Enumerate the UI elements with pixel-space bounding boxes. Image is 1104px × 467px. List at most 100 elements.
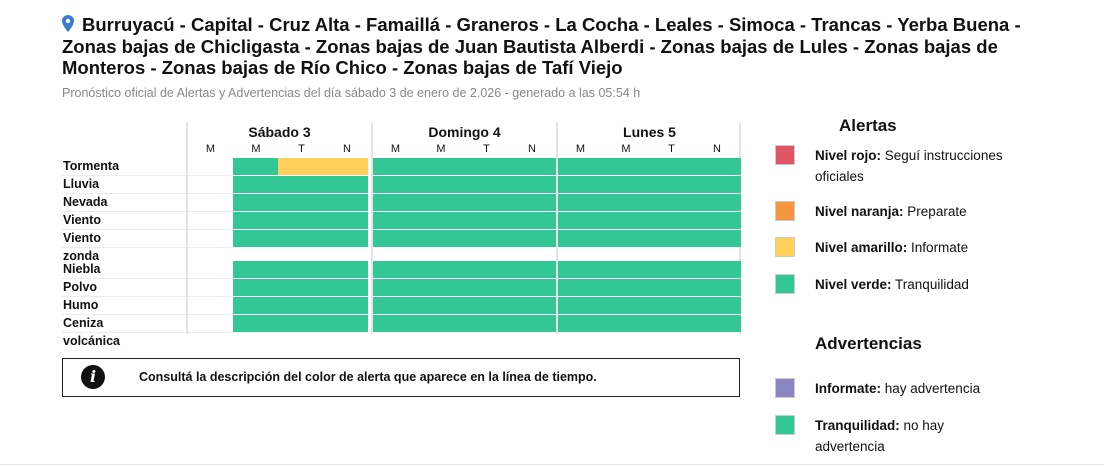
row-divider [62,211,186,212]
timeline-cell-verde [558,158,604,175]
time-slot-label: N [528,143,536,155]
timeline-cell-verde [509,261,556,278]
row-divider [188,193,233,194]
legend-description: no hay advertencia [815,418,945,454]
timeline-cell-verde [233,230,278,247]
legend-description: Preparate [903,204,967,219]
timeline-cell-verde [464,297,510,314]
info-box: i Consultá la descripción del color de a… [62,358,740,397]
timeline-cell-verde [373,230,419,247]
legend-level: Nivel verde: [815,277,892,292]
legend-text: Nivel rojo: Seguí instrucciones oficiale… [815,145,1005,187]
color-swatch [775,378,795,398]
timeline-cell-verde [603,279,650,296]
info-text: Consultá la descripción del color de ale… [139,370,597,384]
timeline-cell-verde [278,230,323,247]
timeline-cell-verde [558,176,604,193]
timeline-cell-verde [649,279,695,296]
timeline-cell-verde [464,261,510,278]
row-divider [188,332,233,333]
legend-text: Nivel verde: Tranquilidad [815,274,1005,295]
timeline-cell-verde [278,297,323,314]
row-divider [188,296,233,297]
day-separator [371,122,373,334]
timeline-cell-verde [603,230,650,247]
time-slot-label: T [483,143,490,155]
zones-title: Burruyacú - Capital - Cruz Alta - Famail… [62,14,1021,78]
row-divider [62,193,186,194]
timeline-cell-verde [373,158,419,175]
legend-description: Informate [907,240,969,255]
timeline-cell-verde [603,194,650,211]
timeline-cell-verde [558,297,604,314]
timeline-cell-verde [418,158,465,175]
timeline-cell-verde [558,194,604,211]
legend-level: Nivel amarillo: [815,240,908,255]
timeline-cell-verde [418,297,465,314]
legend-text: Nivel amarillo: Informate [815,237,1005,258]
timeline-cell-verde [694,230,741,247]
legend-warnings-title: Advertencias [815,334,922,353]
time-slot-label: M [390,143,401,155]
time-slot-label: M [251,143,261,155]
row-label: Humo [63,298,99,312]
timeline-cell-verde [509,297,556,314]
page-title: Burruyacú - Capital - Cruz Alta - Famail… [62,14,1072,78]
timeline-cell-verde [603,297,650,314]
row-divider [188,314,233,315]
timeline-cell-verde [509,158,556,175]
row-divider [62,247,186,248]
time-slot-label: M [575,143,586,155]
color-swatch [775,145,795,165]
timeline-cell-verde [373,261,419,278]
legend-level: Nivel rojo: [815,148,882,163]
time-slot-label: M [436,143,446,155]
legend-text: Nivel naranja: Preparate [815,201,1005,222]
timeline-cell-verde [323,315,368,332]
timeline-cell-verde [464,230,510,247]
timeline-cell-verde [278,194,323,211]
timeline-cell-verde [323,297,368,314]
timeline-cell-verde [278,176,323,193]
color-swatch [775,415,795,435]
timeline-cell-verde [509,212,556,229]
timeline-cell-verde [278,212,323,229]
color-swatch [775,201,795,221]
day-separator [186,122,188,334]
time-slot-label: N [713,143,721,155]
divider [0,464,1104,465]
timeline-cell-verde [323,194,368,211]
day-separator [556,122,558,334]
legend-description: Tranquilidad [891,277,969,292]
time-slot-label: M [621,143,631,155]
row-divider [188,247,233,248]
timeline-cell-verde [649,212,695,229]
timeline-cell-verde [233,297,278,314]
row-divider [188,175,233,176]
timeline-cell-verde [373,176,419,193]
timeline-cell-verde [464,315,510,332]
time-slot-label: T [298,143,305,155]
row-divider [188,211,233,212]
timeline-cell-verde [418,194,465,211]
timeline-cell-verde [464,194,510,211]
timeline-cell-verde [558,261,604,278]
timeline-cell-verde [278,315,323,332]
timeline-cell-verde [323,279,368,296]
timeline-cell-verde [233,279,278,296]
timeline-cell-verde [694,194,741,211]
row-label: Lluvia [63,177,100,191]
row-divider [62,314,186,315]
timeline-cell-verde [323,176,368,193]
timeline-cell-verde [418,230,465,247]
legend-text: Informate: hay advertencia [815,378,1005,399]
timeline-cell-verde [694,315,741,332]
legend-level: Informate: [815,381,882,396]
row-divider [188,278,233,279]
color-swatch [775,237,795,257]
row-divider [62,278,186,279]
timeline-cell-verde [233,158,278,175]
timeline-cell-verde [233,261,278,278]
timeline-cell-verde [464,176,510,193]
timeline-cell-verde [694,297,741,314]
